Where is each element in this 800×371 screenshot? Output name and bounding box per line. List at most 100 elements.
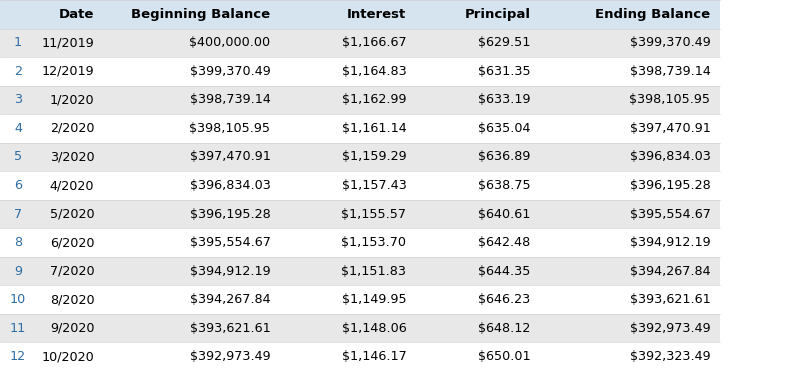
- Text: $396,834.03: $396,834.03: [630, 151, 710, 164]
- Text: $398,739.14: $398,739.14: [190, 93, 270, 106]
- Bar: [36, 285, 104, 314]
- Bar: [416, 29, 540, 57]
- Text: 4/2020: 4/2020: [50, 179, 94, 192]
- Bar: [416, 114, 540, 143]
- Text: $646.23: $646.23: [478, 293, 530, 306]
- Text: $396,195.28: $396,195.28: [190, 207, 270, 220]
- Bar: [416, 57, 540, 86]
- Bar: [280, 228, 416, 257]
- Bar: [104, 29, 280, 57]
- Bar: [540, 114, 720, 143]
- Text: 7: 7: [14, 207, 22, 220]
- Bar: [416, 228, 540, 257]
- Text: $395,554.67: $395,554.67: [190, 236, 270, 249]
- Bar: [280, 314, 416, 342]
- Bar: [36, 86, 104, 114]
- Bar: [416, 342, 540, 371]
- Bar: [36, 143, 104, 171]
- Text: $399,370.49: $399,370.49: [630, 36, 710, 49]
- Text: 12/2019: 12/2019: [42, 65, 94, 78]
- Text: $1,161.14: $1,161.14: [342, 122, 406, 135]
- Text: $635.04: $635.04: [478, 122, 530, 135]
- Text: 7/2020: 7/2020: [50, 265, 94, 278]
- Bar: [280, 0, 416, 29]
- Bar: [104, 57, 280, 86]
- Bar: [0, 285, 36, 314]
- Bar: [104, 143, 280, 171]
- Bar: [104, 86, 280, 114]
- Bar: [36, 257, 104, 285]
- Bar: [280, 86, 416, 114]
- Bar: [416, 314, 540, 342]
- Text: $392,973.49: $392,973.49: [630, 322, 710, 335]
- Text: 11/2019: 11/2019: [42, 36, 94, 49]
- Bar: [540, 29, 720, 57]
- Bar: [104, 171, 280, 200]
- Text: 2: 2: [14, 65, 22, 78]
- Text: $1,146.17: $1,146.17: [342, 350, 406, 363]
- Text: $1,148.06: $1,148.06: [342, 322, 406, 335]
- Text: 9/2020: 9/2020: [50, 322, 94, 335]
- Text: $648.12: $648.12: [478, 322, 530, 335]
- Bar: [540, 314, 720, 342]
- Bar: [36, 228, 104, 257]
- Text: $1,149.95: $1,149.95: [342, 293, 406, 306]
- Bar: [280, 57, 416, 86]
- Bar: [416, 171, 540, 200]
- Bar: [36, 342, 104, 371]
- Bar: [0, 228, 36, 257]
- Bar: [416, 257, 540, 285]
- Text: $650.01: $650.01: [478, 350, 530, 363]
- Bar: [36, 314, 104, 342]
- Bar: [280, 114, 416, 143]
- Bar: [416, 143, 540, 171]
- Text: Interest: Interest: [347, 8, 406, 21]
- Bar: [0, 342, 36, 371]
- Text: $640.61: $640.61: [478, 207, 530, 220]
- Bar: [540, 342, 720, 371]
- Bar: [416, 86, 540, 114]
- Bar: [0, 57, 36, 86]
- Text: 9: 9: [14, 265, 22, 278]
- Text: $394,912.19: $394,912.19: [630, 236, 710, 249]
- Bar: [104, 257, 280, 285]
- Text: Ending Balance: Ending Balance: [595, 8, 710, 21]
- Bar: [36, 114, 104, 143]
- Bar: [104, 314, 280, 342]
- Text: $394,267.84: $394,267.84: [630, 265, 710, 278]
- Bar: [0, 143, 36, 171]
- Bar: [540, 228, 720, 257]
- Text: Beginning Balance: Beginning Balance: [131, 8, 270, 21]
- Bar: [0, 0, 36, 29]
- Bar: [280, 257, 416, 285]
- Bar: [416, 200, 540, 228]
- Text: 6: 6: [14, 179, 22, 192]
- Text: $1,157.43: $1,157.43: [342, 179, 406, 192]
- Text: $629.51: $629.51: [478, 36, 530, 49]
- Text: $393,621.61: $393,621.61: [630, 293, 710, 306]
- Bar: [0, 29, 36, 57]
- Bar: [540, 285, 720, 314]
- Bar: [36, 171, 104, 200]
- Text: $636.89: $636.89: [478, 151, 530, 164]
- Text: $394,912.19: $394,912.19: [190, 265, 270, 278]
- Text: 10: 10: [10, 293, 26, 306]
- Text: $395,554.67: $395,554.67: [630, 207, 710, 220]
- Bar: [540, 143, 720, 171]
- Text: $394,267.84: $394,267.84: [190, 293, 270, 306]
- Text: $398,105.95: $398,105.95: [190, 122, 270, 135]
- Bar: [0, 86, 36, 114]
- Text: 3: 3: [14, 93, 22, 106]
- Text: 10/2020: 10/2020: [42, 350, 94, 363]
- Bar: [280, 200, 416, 228]
- Bar: [104, 228, 280, 257]
- Text: $1,151.83: $1,151.83: [342, 265, 406, 278]
- Bar: [280, 29, 416, 57]
- Text: Date: Date: [59, 8, 94, 21]
- Bar: [36, 0, 104, 29]
- Bar: [0, 257, 36, 285]
- Text: 12: 12: [10, 350, 26, 363]
- Text: $631.35: $631.35: [478, 65, 530, 78]
- Bar: [0, 171, 36, 200]
- Bar: [104, 0, 280, 29]
